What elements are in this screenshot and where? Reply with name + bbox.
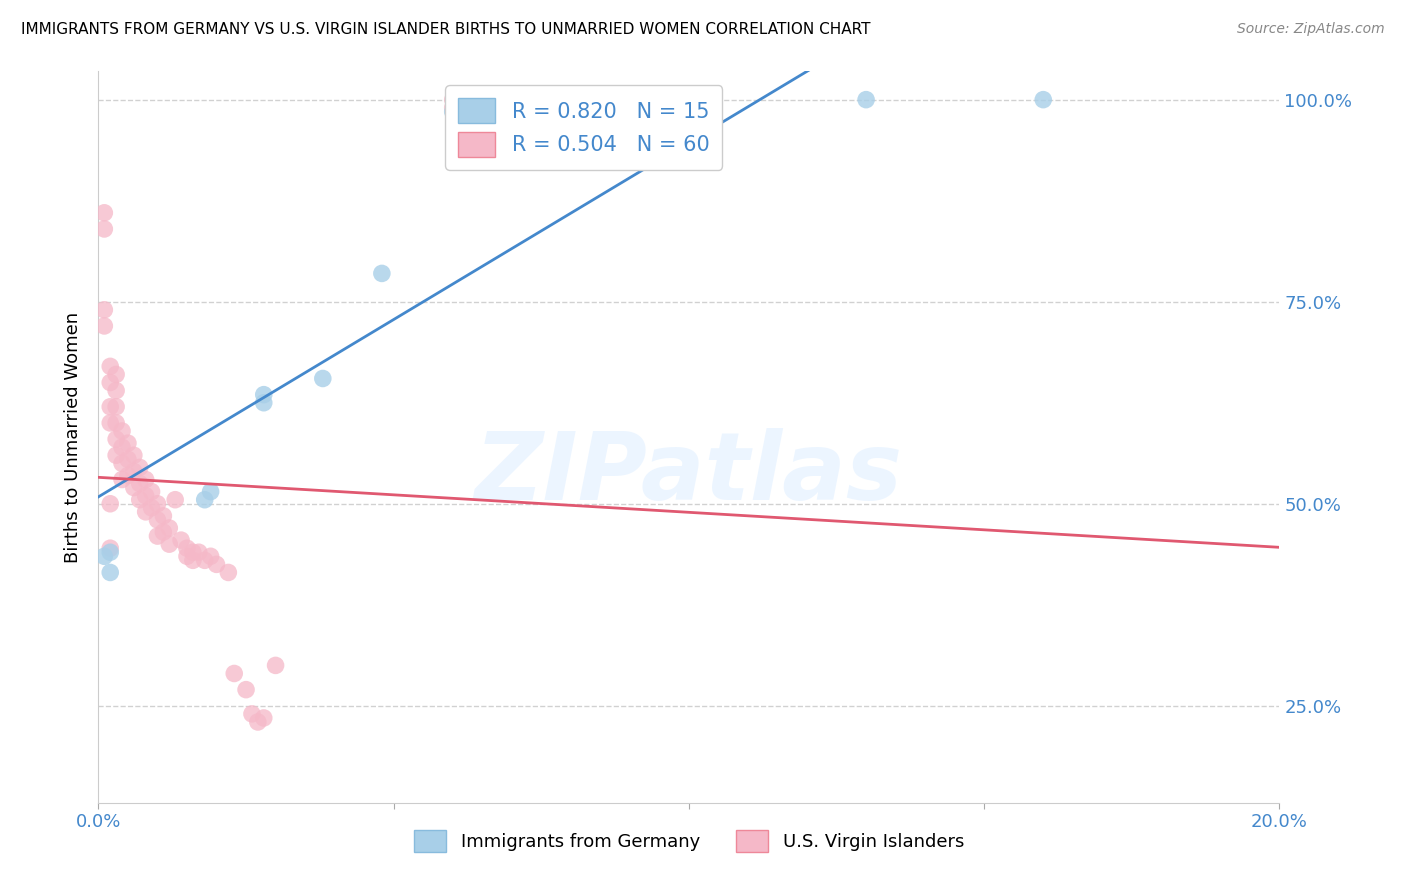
- Point: [117, 452, 139, 467]
- Point: [93, 222, 115, 236]
- Point: [93, 302, 115, 317]
- Point: [224, 666, 246, 681]
- Point: [135, 505, 157, 519]
- Point: [246, 714, 269, 729]
- Point: [253, 387, 276, 401]
- Point: [152, 524, 174, 539]
- Y-axis label: Births to Unmarried Women: Births to Unmarried Women: [65, 311, 83, 563]
- Point: [93, 206, 115, 220]
- Point: [141, 484, 163, 499]
- Point: [111, 456, 134, 470]
- Point: [217, 566, 239, 580]
- Point: [441, 101, 464, 115]
- Point: [240, 706, 263, 721]
- Point: [128, 492, 150, 507]
- Point: [146, 513, 169, 527]
- Point: [530, 96, 553, 111]
- Point: [105, 416, 128, 430]
- Point: [105, 432, 128, 446]
- Point: [371, 267, 394, 281]
- Legend: Immigrants from Germany, U.S. Virgin Islanders: Immigrants from Germany, U.S. Virgin Isl…: [406, 823, 972, 860]
- Point: [648, 93, 671, 107]
- Point: [141, 500, 163, 515]
- Point: [165, 492, 187, 507]
- Point: [122, 465, 145, 479]
- Point: [135, 473, 157, 487]
- Point: [441, 104, 464, 119]
- Point: [447, 96, 470, 111]
- Point: [253, 395, 276, 409]
- Point: [200, 549, 222, 564]
- Text: IMMIGRANTS FROM GERMANY VS U.S. VIRGIN ISLANDER BIRTHS TO UNMARRIED WOMEN CORREL: IMMIGRANTS FROM GERMANY VS U.S. VIRGIN I…: [21, 22, 870, 37]
- Point: [135, 489, 157, 503]
- Point: [157, 537, 180, 551]
- Point: [111, 424, 134, 438]
- Point: [235, 682, 257, 697]
- Point: [146, 529, 169, 543]
- Point: [93, 318, 115, 333]
- Point: [111, 473, 134, 487]
- Point: [122, 481, 145, 495]
- Point: [176, 541, 198, 556]
- Text: ZIPatlas: ZIPatlas: [475, 427, 903, 520]
- Point: [128, 460, 150, 475]
- Point: [152, 508, 174, 523]
- Point: [111, 440, 134, 454]
- Point: [176, 549, 198, 564]
- Point: [200, 484, 222, 499]
- Point: [98, 376, 121, 390]
- Point: [105, 368, 128, 382]
- Point: [122, 448, 145, 462]
- Point: [170, 533, 193, 548]
- Point: [105, 384, 128, 398]
- Point: [181, 553, 204, 567]
- Point: [157, 521, 180, 535]
- Text: Source: ZipAtlas.com: Source: ZipAtlas.com: [1237, 22, 1385, 37]
- Point: [105, 448, 128, 462]
- Point: [98, 541, 121, 556]
- Point: [264, 658, 287, 673]
- Point: [253, 711, 276, 725]
- Point: [146, 497, 169, 511]
- Point: [98, 545, 121, 559]
- Point: [105, 400, 128, 414]
- Point: [312, 371, 335, 385]
- Point: [194, 553, 217, 567]
- Point: [93, 549, 115, 564]
- Point: [98, 359, 121, 374]
- Point: [441, 93, 464, 107]
- Point: [1032, 93, 1054, 107]
- Point: [194, 492, 217, 507]
- Point: [187, 545, 209, 559]
- Point: [117, 436, 139, 450]
- Point: [181, 545, 204, 559]
- Point: [98, 416, 121, 430]
- Point: [98, 497, 121, 511]
- Point: [128, 476, 150, 491]
- Point: [117, 468, 139, 483]
- Point: [855, 93, 877, 107]
- Point: [98, 566, 121, 580]
- Point: [205, 558, 228, 572]
- Point: [98, 400, 121, 414]
